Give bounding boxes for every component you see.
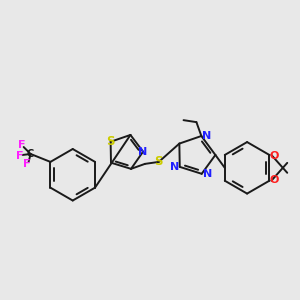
Text: N: N — [138, 147, 148, 157]
Text: N: N — [203, 169, 212, 179]
Text: F: F — [16, 151, 23, 161]
Text: C: C — [27, 149, 34, 159]
Text: F: F — [23, 159, 30, 169]
Text: F: F — [18, 140, 26, 150]
Text: O: O — [270, 151, 279, 161]
Text: N: N — [169, 162, 179, 172]
Text: O: O — [270, 175, 279, 185]
Text: S: S — [106, 135, 115, 148]
Text: S: S — [154, 155, 163, 168]
Text: N: N — [202, 131, 211, 141]
